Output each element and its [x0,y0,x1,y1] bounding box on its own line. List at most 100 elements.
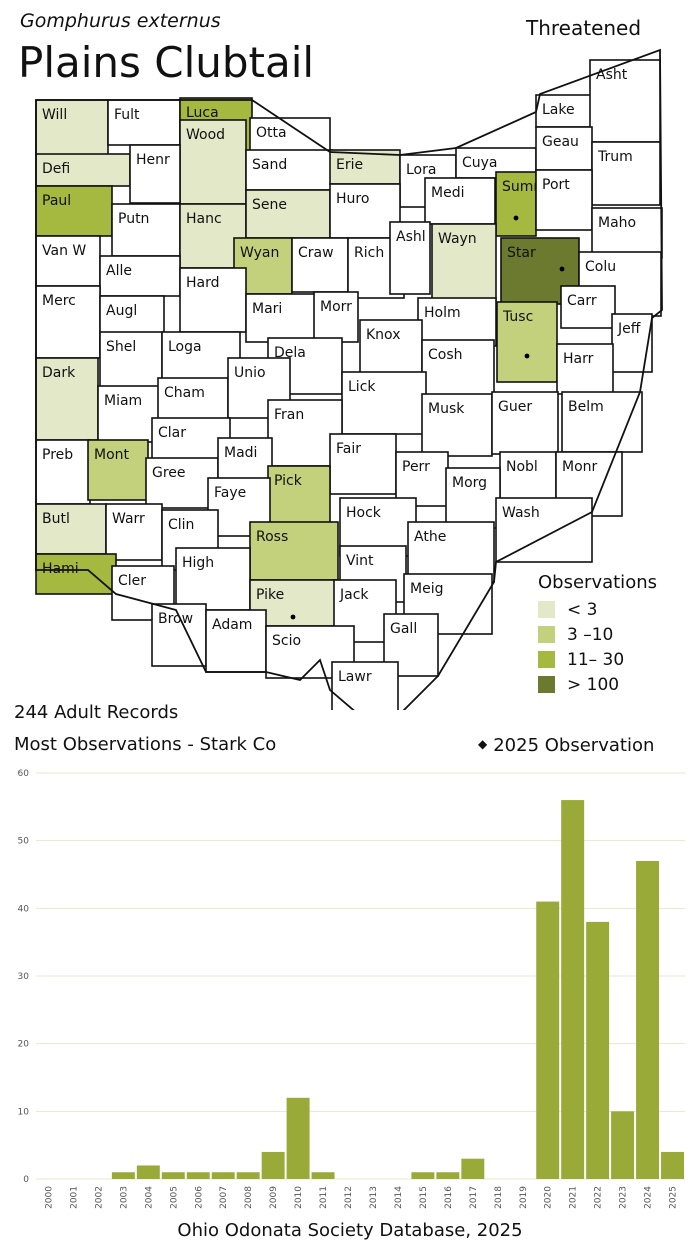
legend-swatch [538,651,555,668]
county-hanc: Hanc [179,203,247,269]
county-butl: Butl [35,503,107,555]
chart-bar-2024 [636,860,660,1179]
county-label: Defi [42,161,70,177]
chart-y-tick-label: 60 [18,769,30,779]
county-label: Gree [152,465,186,481]
observation-2025-legend: ◆ 2025 Observation [478,735,654,756]
county-label: Jeff [617,321,641,337]
county-ashl: Ashl [389,221,431,295]
county-label: Star [507,245,536,261]
county-label: Clin [168,517,194,533]
county-label: Wayn [438,231,477,247]
county-label: Dela [274,345,306,361]
county-label: Vint [346,553,374,569]
chart-x-tick-labels: 2000 2001 2002 2003 2004 2005 2006 2007 2008 2009… [44,1186,678,1209]
county-label: Scio [272,633,301,649]
chart-bar-2025 [661,1151,684,1179]
chart-bar-2021 [561,800,585,1179]
observation-2025-marker [513,215,519,221]
county-label: High [182,555,214,571]
county-label: Wyan [240,245,279,261]
county-defi: Defi [35,153,131,187]
county-label: Wash [502,505,540,521]
county-tusc: Tusc [496,301,558,383]
county-shape [421,339,495,403]
legend-items: < 3 3 –10 11– 30 > 100 [538,597,657,697]
chart-x-tick-label: 2015 [419,1186,429,1209]
legend-label: < 3 [567,599,598,620]
county-label: Lake [542,102,575,118]
county-label: Harr [563,351,594,367]
county-label: Guer [498,399,532,415]
county-label: Port [542,177,570,193]
chart-x-tick-label: 2018 [494,1186,504,1209]
county-label: Hock [346,505,382,521]
county-label: Unio [234,365,266,381]
county-loga: Loga [161,331,241,385]
county-label: Hanc [186,211,222,227]
chart-x-tick-label: 2024 [644,1186,654,1209]
county-label: Cham [164,385,205,401]
chart-y-tick-label: 50 [18,837,30,847]
county-shape [99,331,163,389]
county-merc: Merc [35,285,101,359]
county-label: Holm [424,305,461,321]
county-wash: Wash [495,497,593,563]
chart-bar-2004 [136,1165,160,1179]
county-port: Port [535,169,593,231]
observation-2025-label: 2025 Observation [493,735,655,756]
chart-bar-2017 [461,1158,485,1179]
county-label: Hami [42,561,79,577]
chart-y-tick-label: 40 [18,904,30,914]
county-shape [329,149,401,185]
chart-x-tick-label: 2010 [294,1186,304,1209]
county-shape [249,521,339,581]
chart-x-tick-label: 2014 [394,1186,404,1209]
county-huro: Huro [329,183,401,239]
chart-bar-2005 [161,1172,185,1179]
county-label: Ross [256,529,288,545]
county-putn: Putn [111,203,181,257]
chart-x-tick-label: 2011 [319,1186,329,1209]
county-label: Augl [106,303,137,319]
county-label: Sand [252,157,287,173]
most-observations-note: Most Observations - Stark Co [14,734,277,755]
county-label: Lick [348,379,376,395]
chart-y-tick-label: 0 [23,1175,29,1185]
conservation-status: Threatened [526,16,642,40]
county-label: Musk [428,401,465,417]
county-cosh: Cosh [421,339,495,403]
county-hami: Hami [35,553,117,595]
county-dark: Dark [35,357,99,441]
chart-bar-2020 [536,901,560,1179]
chart-x-tick-label: 2017 [469,1186,479,1209]
county-holm: Holm [417,297,497,347]
county-preb: Preb [35,439,91,505]
county-mont: Mont [87,439,149,501]
county-gree: Gree [145,457,219,509]
county-label: Tusc [502,309,533,325]
chart-x-tick-label: 2005 [169,1186,179,1209]
chart-bar-2011 [311,1172,335,1179]
chart-x-tick-label: 2016 [444,1186,454,1209]
county-shape [249,117,331,153]
county-athe: Athe [407,521,495,583]
county-geau: Geau [535,126,593,171]
county-label: Colu [585,259,616,275]
observation-dot-icon: ◆ [478,737,488,751]
county-label: Ashl [396,229,426,245]
county-label: Butl [42,511,70,527]
county-label: Shel [106,339,136,355]
county-shape [35,99,109,156]
county-label: Carr [567,293,597,309]
county-shape [145,457,219,509]
legend-label: 11– 30 [567,649,625,670]
chart-bar-2015 [411,1172,435,1179]
county-label: Knox [366,327,400,343]
chart-bar-2009 [261,1151,285,1179]
data-source: Ohio Odonata Society Database, 2025 [177,1220,523,1241]
county-label: Pike [256,587,284,603]
county-van-w: Van W [35,235,101,287]
county-jeff: Jeff [611,313,653,373]
chart-x-tick-label: 2001 [69,1186,79,1209]
